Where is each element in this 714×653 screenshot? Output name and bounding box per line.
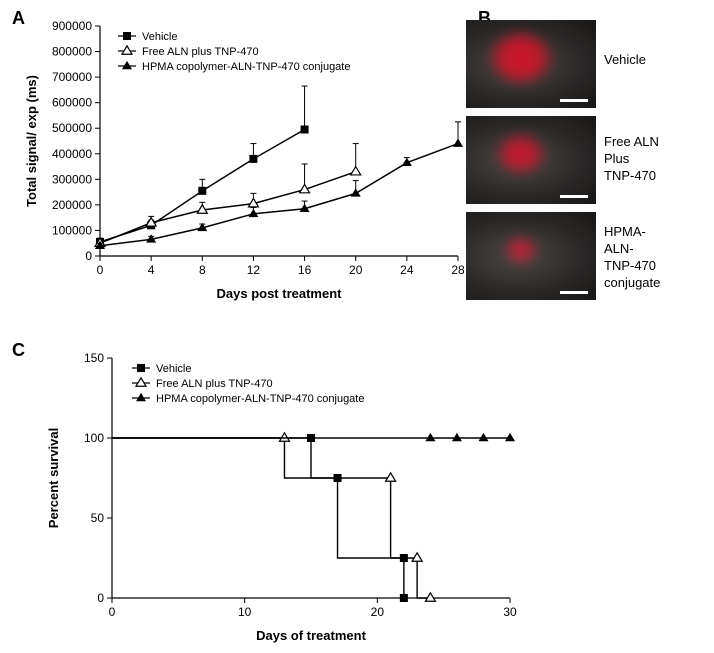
svg-text:800000: 800000 (52, 45, 92, 59)
svg-text:600000: 600000 (52, 96, 92, 110)
svg-text:8: 8 (199, 263, 206, 277)
image-label-vehicle: Vehicle (604, 52, 646, 69)
panel-b-images: Vehicle Free ALNPlusTNP-470 HPMA-ALN-TNP… (466, 20, 696, 308)
svg-text:20: 20 (371, 605, 385, 619)
panel-c-chart: 0 50 100 150 0 10 20 30 Days of treatment Percent… (40, 346, 520, 646)
svg-text:24: 24 (400, 263, 414, 277)
svg-text:Free ALN plus TNP-470: Free ALN plus TNP-470 (156, 378, 273, 390)
svg-text:HPMA copolymer-ALN-TNP-470 con: HPMA copolymer-ALN-TNP-470 conjugate (156, 393, 364, 405)
svg-text:300000: 300000 (52, 172, 92, 186)
svg-text:0: 0 (85, 249, 92, 263)
panel-a-chart: 0 100000 200000 300000 400000 500000 600000 700… (18, 14, 468, 304)
svg-text:Vehicle: Vehicle (142, 31, 177, 43)
svg-text:12: 12 (247, 263, 261, 277)
svg-text:Total signal/ exp (ms): Total signal/ exp (ms) (24, 75, 39, 207)
svg-text:150: 150 (84, 351, 104, 365)
svg-text:100000: 100000 (52, 223, 92, 237)
svg-text:10: 10 (238, 605, 252, 619)
scale-bar (560, 99, 588, 102)
svg-text:4: 4 (148, 263, 155, 277)
scale-bar (560, 291, 588, 294)
svg-text:20: 20 (349, 263, 363, 277)
svg-text:30: 30 (503, 605, 517, 619)
svg-text:900000: 900000 (52, 19, 92, 33)
svg-text:28: 28 (451, 263, 465, 277)
mouse-image-vehicle (466, 20, 596, 108)
svg-text:16: 16 (298, 263, 312, 277)
mouse-image-free-aln (466, 116, 596, 204)
image-label-free-aln: Free ALNPlusTNP-470 (604, 134, 659, 185)
svg-text:500000: 500000 (52, 121, 92, 135)
svg-text:0: 0 (109, 605, 116, 619)
svg-text:0: 0 (97, 263, 104, 277)
svg-text:Free ALN plus TNP-470: Free ALN plus TNP-470 (142, 46, 259, 58)
svg-text:700000: 700000 (52, 70, 92, 84)
scale-bar (560, 195, 588, 198)
image-label-hpma: HPMA-ALN-TNP-470conjugate (604, 224, 660, 292)
svg-text:Vehicle: Vehicle (156, 363, 191, 375)
panel-label-c: C (12, 340, 25, 361)
svg-text:Days of treatment: Days of treatment (256, 628, 366, 643)
svg-text:Days post treatment: Days post treatment (217, 286, 343, 301)
svg-text:100: 100 (84, 431, 104, 445)
svg-text:50: 50 (91, 511, 105, 525)
svg-text:HPMA copolymer-ALN-TNP-470 con: HPMA copolymer-ALN-TNP-470 conjugate (142, 61, 350, 73)
svg-text:400000: 400000 (52, 147, 92, 161)
svg-text:Percent survival: Percent survival (46, 428, 61, 528)
svg-text:0: 0 (97, 591, 104, 605)
mouse-image-hpma (466, 212, 596, 300)
svg-text:200000: 200000 (52, 198, 92, 212)
